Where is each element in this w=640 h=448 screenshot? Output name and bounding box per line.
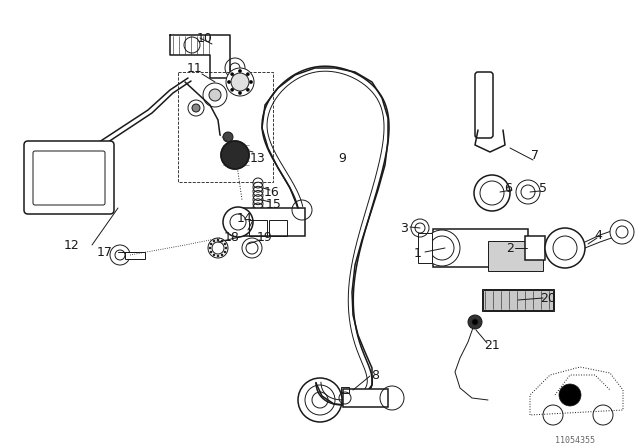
Bar xyxy=(125,251,145,258)
Circle shape xyxy=(192,104,200,112)
Bar xyxy=(235,208,305,236)
Circle shape xyxy=(224,251,226,253)
Text: 20: 20 xyxy=(540,292,556,305)
Circle shape xyxy=(221,141,249,169)
Circle shape xyxy=(221,240,223,242)
Bar xyxy=(418,233,432,263)
Circle shape xyxy=(217,255,219,257)
Circle shape xyxy=(231,73,234,76)
Circle shape xyxy=(110,245,130,265)
Circle shape xyxy=(203,83,227,107)
Circle shape xyxy=(239,69,241,73)
Text: 18: 18 xyxy=(224,231,240,244)
Text: 4: 4 xyxy=(594,228,602,241)
Text: 3: 3 xyxy=(400,221,408,234)
Circle shape xyxy=(223,132,233,142)
Text: 13: 13 xyxy=(250,151,266,164)
Circle shape xyxy=(516,180,540,204)
Circle shape xyxy=(610,220,634,244)
Circle shape xyxy=(231,73,249,91)
Bar xyxy=(342,389,387,407)
Circle shape xyxy=(226,68,254,96)
Text: 16: 16 xyxy=(264,185,280,198)
Bar xyxy=(525,236,545,260)
Bar xyxy=(249,220,267,236)
Text: 15: 15 xyxy=(266,198,282,211)
Circle shape xyxy=(559,384,581,406)
Text: 19: 19 xyxy=(257,231,273,244)
Circle shape xyxy=(217,239,219,241)
Text: 11: 11 xyxy=(187,61,203,74)
Bar xyxy=(488,241,543,271)
Circle shape xyxy=(472,319,478,325)
Circle shape xyxy=(210,243,212,245)
Circle shape xyxy=(210,251,212,253)
Circle shape xyxy=(246,73,249,76)
Bar xyxy=(269,220,287,236)
Circle shape xyxy=(209,247,211,249)
Circle shape xyxy=(209,89,221,101)
Text: 1: 1 xyxy=(414,246,422,259)
Circle shape xyxy=(224,243,226,245)
Circle shape xyxy=(468,315,482,329)
Circle shape xyxy=(424,230,460,266)
Circle shape xyxy=(213,240,215,242)
Circle shape xyxy=(545,228,585,268)
Circle shape xyxy=(593,405,613,425)
Circle shape xyxy=(239,91,241,95)
Circle shape xyxy=(231,88,234,91)
Bar xyxy=(433,229,527,267)
FancyBboxPatch shape xyxy=(475,72,493,138)
Circle shape xyxy=(225,247,227,249)
Text: 10: 10 xyxy=(197,31,213,44)
Text: 9: 9 xyxy=(338,151,346,164)
Circle shape xyxy=(246,88,249,91)
Text: 2: 2 xyxy=(506,241,514,254)
Circle shape xyxy=(221,254,223,256)
Text: 11054355: 11054355 xyxy=(555,435,595,444)
Circle shape xyxy=(543,405,563,425)
Circle shape xyxy=(213,254,215,256)
Circle shape xyxy=(250,81,253,83)
Text: 5: 5 xyxy=(539,181,547,194)
Circle shape xyxy=(223,207,253,237)
Text: 6: 6 xyxy=(504,181,512,194)
Text: 8: 8 xyxy=(371,369,379,382)
Text: 7: 7 xyxy=(531,148,539,161)
Text: 21: 21 xyxy=(484,339,500,352)
Bar xyxy=(483,290,553,310)
Text: 12: 12 xyxy=(64,238,80,251)
Text: 14: 14 xyxy=(237,211,253,224)
Circle shape xyxy=(474,175,510,211)
Bar xyxy=(482,289,554,311)
Bar xyxy=(341,387,349,393)
FancyBboxPatch shape xyxy=(24,141,114,214)
Circle shape xyxy=(227,81,230,83)
Text: 17: 17 xyxy=(97,246,113,258)
Bar xyxy=(178,72,273,182)
